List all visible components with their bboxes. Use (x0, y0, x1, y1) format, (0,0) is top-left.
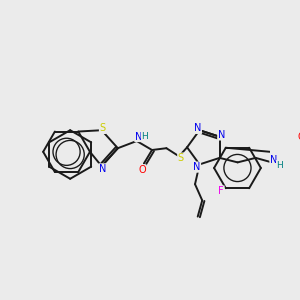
Text: H: H (141, 132, 148, 141)
Text: N: N (218, 130, 225, 140)
Text: N: N (194, 123, 201, 134)
Text: H: H (277, 160, 283, 169)
Text: F: F (218, 186, 224, 196)
Text: S: S (178, 153, 184, 163)
Text: N: N (193, 162, 200, 172)
Text: O: O (138, 165, 146, 175)
Text: N: N (135, 131, 142, 142)
Text: N: N (270, 155, 277, 165)
Text: N: N (99, 164, 106, 174)
Text: S: S (100, 123, 106, 134)
Text: O: O (298, 132, 300, 142)
